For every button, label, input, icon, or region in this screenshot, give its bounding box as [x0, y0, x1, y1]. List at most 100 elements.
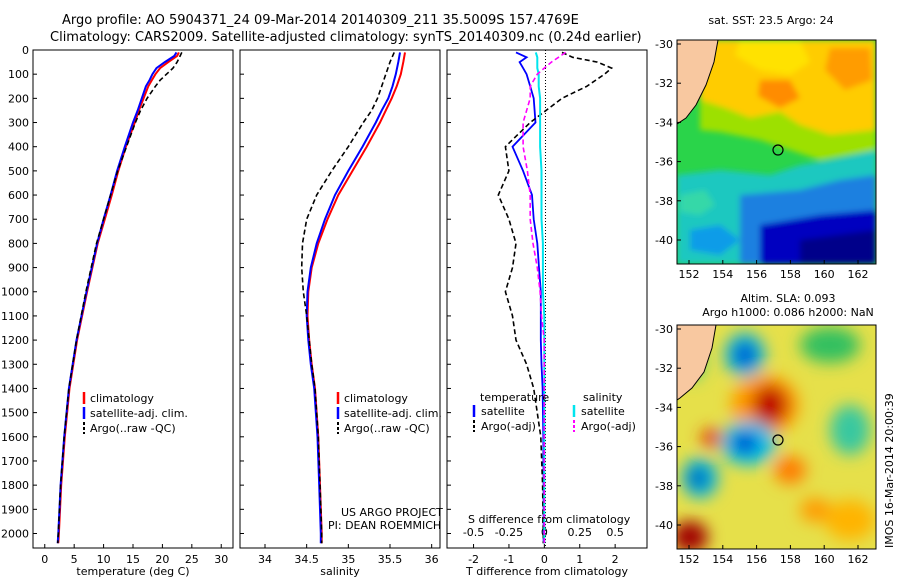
legend-title-salinity: salinity: [583, 391, 623, 404]
sst-map-title: sat. SST: 23.5 Argo: 24: [708, 14, 833, 27]
lat-tick-label: -30: [655, 38, 673, 51]
s-tick-label: 0.25: [567, 526, 592, 539]
lat-tick-label: -34: [655, 116, 673, 129]
depth-tick-label: 1900: [1, 503, 29, 516]
argo-float-marker: [772, 434, 784, 446]
sla-map-frame: [676, 324, 877, 550]
depth-tick-label: 600: [8, 189, 29, 202]
lat-tick-label: -34: [655, 401, 673, 414]
lon-tick-label: 158: [780, 553, 801, 566]
sst-map-axes: -30 -32 -34 -36 -38 -40 152 154 156 158 160 162: [655, 38, 868, 281]
series-line-satellite-adj-clim: [56, 51, 178, 544]
sla-map-title-2: Argo h1000: 0.086 h2000: NaN: [702, 306, 874, 319]
depth-tick-label: 800: [8, 237, 29, 250]
lon-tick-label: 160: [814, 553, 835, 566]
lat-tick-label: -36: [655, 441, 673, 454]
x-tick-label: 0: [41, 553, 48, 566]
salinity-axis-label: salinity: [320, 565, 360, 578]
lon-tick-label: 156: [746, 553, 767, 566]
depth-tick-label: 500: [8, 165, 29, 178]
imos-timestamp: IMOS 16-Mar-2014 20:00:39: [883, 393, 896, 548]
sst-map: [677, 40, 876, 264]
sla-map-axes: -30 -32 -34 -36 -38 -40 152 154 156 158 160 162: [655, 323, 868, 566]
difference-legend: temperature salinity satellite satellite…: [472, 391, 636, 433]
series-line-argo-raw-qc: [300, 52, 395, 544]
series-line-satellite-adj-clim: [305, 52, 401, 544]
lat-tick-label: -40: [655, 519, 673, 532]
depth-tick-label: 200: [8, 92, 29, 105]
legend-label-t-argo: Argo(-adj): [481, 420, 536, 433]
sla-map-title-1: Altim. SLA: 0.093: [740, 292, 835, 305]
x-tick-label: 15: [126, 553, 140, 566]
depth-axis: 0 100 200 300 400 500 600 700 800 900 1000 1100 1200…: [1, 44, 451, 540]
legend-label-climatology: climatology: [90, 392, 154, 405]
pi-label: PI: DEAN ROEMMICH: [328, 519, 441, 532]
difference-panel-frame: [446, 49, 648, 549]
lon-tick-label: 154: [712, 553, 733, 566]
x-tick-label: -1: [503, 553, 514, 566]
x-tick-label: 35.5: [378, 553, 403, 566]
lat-tick-label: -32: [655, 362, 673, 375]
depth-tick-label: 1000: [1, 286, 29, 299]
s-difference-label: S difference from climatology: [468, 513, 631, 526]
x-tick-label: 10: [97, 553, 111, 566]
legend-label-s-argo: Argo(-adj): [581, 420, 636, 433]
lon-tick-label: 158: [780, 268, 801, 281]
series-line-t-argo-adj: [497, 51, 614, 544]
lat-tick-label: -30: [655, 323, 673, 336]
s-tick-label: -0.25: [495, 526, 523, 539]
sla-map: [677, 325, 876, 549]
lat-tick-label: -38: [655, 480, 673, 493]
series-line-s-argo-adj: [522, 51, 567, 544]
sst-map-frame: [676, 39, 877, 265]
x-tick-label: 2: [612, 553, 619, 566]
depth-tick-label: 1500: [1, 407, 29, 420]
legend-label-argo: Argo(..raw -QC): [90, 422, 176, 435]
legend-title-temperature: temperature: [480, 391, 549, 404]
lat-tick-label: -32: [655, 77, 673, 90]
title-line-2: Climatology: CARS2009. Satellite-adjuste…: [50, 30, 642, 45]
depth-tick-label: 2000: [1, 527, 29, 540]
lon-tick-label: 152: [679, 553, 700, 566]
legend-label-satellite: satellite-adj. clim.: [90, 407, 188, 420]
x-tick-label: 0: [541, 553, 548, 566]
salinity-panel-frame: [239, 49, 441, 549]
depth-tick-label: 400: [8, 141, 29, 154]
temperature-legend: climatology satellite-adj. clim. Argo(..…: [82, 392, 188, 435]
lat-tick-label: -40: [655, 234, 673, 247]
lon-tick-label: 160: [814, 268, 835, 281]
depth-tick-label: 1700: [1, 455, 29, 468]
depth-tick-label: 900: [8, 262, 29, 275]
series-line-argo-raw-qc: [56, 52, 183, 544]
depth-tick-label: 1100: [1, 310, 29, 323]
lon-tick-label: 156: [746, 268, 767, 281]
depth-tick-label: 0: [22, 44, 29, 57]
x-tick-label: 34: [258, 553, 272, 566]
legend-label-s-satellite: satellite: [581, 405, 625, 418]
project-label: US ARGO PROJECT: [341, 506, 443, 519]
depth-tick-label: 700: [8, 213, 29, 226]
t-difference-axis-label: T difference from climatology: [465, 565, 628, 578]
x-tick-label: 1: [576, 553, 583, 566]
x-tick-label: -2: [468, 553, 479, 566]
lon-tick-label: 162: [848, 553, 869, 566]
legend-label-argo: Argo(..raw -QC): [344, 422, 430, 435]
depth-tick-label: 1600: [1, 431, 29, 444]
series-line-t-satellite: [511, 51, 545, 544]
depth-tick-label: 100: [8, 68, 29, 81]
depth-tick-label: 300: [8, 117, 29, 130]
salinity-plot: 34 34.5 35 35.5 36: [258, 52, 439, 566]
temperature-axis-label: temperature (deg C): [76, 565, 189, 578]
argo-float-marker: [772, 144, 784, 156]
temperature-panel-frame: [32, 49, 234, 549]
x-tick-label: 35: [341, 553, 355, 566]
title-line-1: Argo profile: AO 5904371_24 09-Mar-2014 …: [62, 13, 579, 28]
depth-tick-label: 1200: [1, 334, 29, 347]
land-mass: [677, 40, 719, 125]
depth-tick-label: 1800: [1, 479, 29, 492]
temperature-plot: 0 5 10 15 20 25 30: [41, 51, 228, 566]
legend-label-t-satellite: satellite: [481, 405, 525, 418]
lat-tick-label: -38: [655, 195, 673, 208]
lon-tick-label: 154: [712, 268, 733, 281]
